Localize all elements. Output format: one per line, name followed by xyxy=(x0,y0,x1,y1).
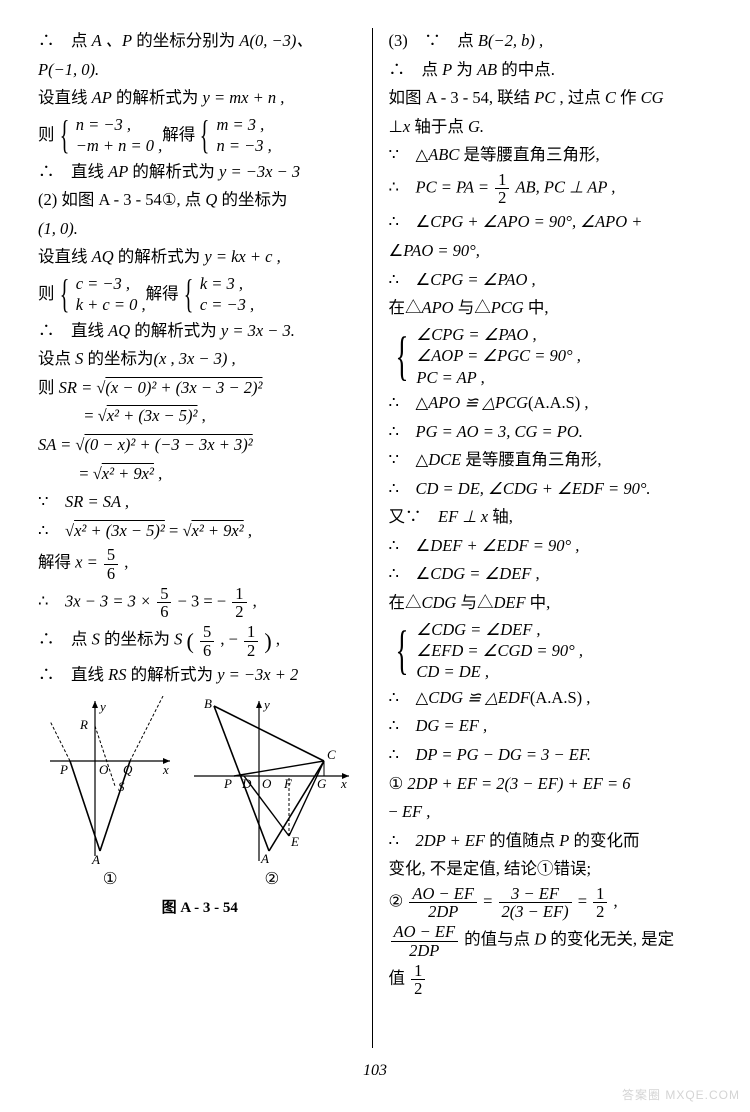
svg-text:P: P xyxy=(223,776,232,791)
text-line: ∴ 点 S 的坐标为 S ( 56 , − 12 ) , xyxy=(38,623,362,659)
text-line: ∴ 直线 AQ 的解析式为 y = 3x − 3. xyxy=(38,318,362,344)
text-line: 设直线 AQ 的解析式为 y = kx + c , xyxy=(38,244,362,270)
svg-text:O: O xyxy=(99,762,109,777)
svg-text:S: S xyxy=(118,779,125,794)
svg-text:A: A xyxy=(91,852,100,866)
figure-1: y x R O P Q S A ① xyxy=(45,696,175,892)
text-line: ∴ PG = AO = 3, CG = PO. xyxy=(389,419,713,445)
brace-system: { ∠CDG = ∠DEF , ∠EFD = ∠CGD = 90° , CD =… xyxy=(389,619,713,683)
text-line: = √x² + 9x² , xyxy=(38,461,362,487)
text-line: ① 2DP + EF = 2(3 − EF) + EF = 6 xyxy=(389,771,713,797)
svg-text:E: E xyxy=(290,834,299,849)
text-line: AO − EF2DP 的值与点 D 的变化无关, 是定 xyxy=(389,923,713,959)
svg-text:F: F xyxy=(283,776,293,791)
text-line: − EF , xyxy=(389,799,713,825)
svg-text:O: O xyxy=(262,776,272,791)
text-line: ∴ √x² + (3x − 5)² = √x² + 9x² , xyxy=(38,518,362,544)
diagram-svg-2: y x B P D O F G C A E xyxy=(189,696,354,866)
text-line: ∴ 点 A 、P 的坐标分别为 A(0, −3)、 xyxy=(38,28,362,54)
text-line: (1, 0). xyxy=(38,216,362,242)
text-line: ∠PAO = 90°, xyxy=(389,238,713,264)
text-line: ∴ △APO ≌ △PCG(A.A.S) , xyxy=(389,390,713,416)
svg-text:y: y xyxy=(98,699,106,714)
text-line: ∴ 3x − 3 = 3 × 56 − 3 = − 12 , xyxy=(38,585,362,621)
svg-text:x: x xyxy=(162,762,169,777)
text-line: ∴ ∠CPG + ∠APO = 90°, ∠APO + xyxy=(389,209,713,235)
text-line: ∴ 直线 AP 的解析式为 y = −3x − 3 xyxy=(38,159,362,185)
text-line: ⊥x 轴于点 G. xyxy=(389,114,713,140)
text-line: 又∵ EF ⊥ x 轴, xyxy=(389,504,713,530)
text-line: ∴ 直线 RS 的解析式为 y = −3x + 2 xyxy=(38,662,362,688)
text-line: ∴ ∠CDG = ∠DEF , xyxy=(389,561,713,587)
brace-system: 则 { n = −3 , −m + n = 0 , 解得 { m = 3 , n… xyxy=(38,114,362,157)
text-line: 在△CDG 与△DEF 中, xyxy=(389,590,713,616)
left-column: ∴ 点 A 、P 的坐标分别为 A(0, −3)、 P(−1, 0). 设直线 … xyxy=(28,28,373,1048)
svg-text:A: A xyxy=(260,851,269,866)
svg-text:G: G xyxy=(317,776,327,791)
svg-text:y: y xyxy=(262,697,270,712)
figure-2: y x B P D O F G C A E ② xyxy=(189,696,354,892)
figure-number: ① xyxy=(45,866,175,892)
text-line: 则 SR = √(x − 0)² + (3x − 3 − 2)² xyxy=(38,375,362,401)
text-line: ∴ DP = PG − DG = 3 − EF. xyxy=(389,742,713,768)
svg-text:C: C xyxy=(327,747,336,762)
watermark: 答案圈 MXQE.COM xyxy=(622,1088,740,1104)
text-line: (2) 如图 A - 3 - 54①, 点 Q 的坐标为 xyxy=(38,187,362,213)
text-line: ∴ 点 P 为 AB 的中点. xyxy=(389,57,713,83)
text-line: SA = √(0 − x)² + (−3 − 3x + 3)² xyxy=(38,432,362,458)
right-column: (3) ∵ 点 B(−2, b) , ∴ 点 P 为 AB 的中点. 如图 A … xyxy=(373,28,723,1048)
text-line: ∴ ∠DEF + ∠EDF = 90° , xyxy=(389,533,713,559)
figure-number: ② xyxy=(189,866,354,892)
text-line: ∴ PC = PA = 12 AB, PC ⊥ AP , xyxy=(389,171,713,207)
text-line: 设点 S 的坐标为(x , 3x − 3) , xyxy=(38,346,362,372)
text-line: 解得 x = 56 , xyxy=(38,546,362,582)
text-line: ∴ DG = EF , xyxy=(389,713,713,739)
text-line: 值 12 xyxy=(389,962,713,998)
svg-text:P: P xyxy=(59,762,68,777)
text-line: P(−1, 0). xyxy=(38,57,362,83)
page-number: 103 xyxy=(0,1059,750,1084)
text-line: ∵ △DCE 是等腰直角三角形, xyxy=(389,447,713,473)
text-line: 设直线 AP 的解析式为 y = mx + n , xyxy=(38,85,362,111)
svg-text:Q: Q xyxy=(123,762,133,777)
text-line: ② AO − EF2DP = 3 − EF2(3 − EF) = 12 , xyxy=(389,885,713,921)
text-line: 在△APO 与△PCG 中, xyxy=(389,295,713,321)
brace-system: 则 { c = −3 , k + c = 0 , 解得 { k = 3 , c … xyxy=(38,273,362,316)
figure-row: y x R O P Q S A ① xyxy=(38,696,362,892)
figure-caption: 图 A - 3 - 54 xyxy=(38,897,362,920)
text-line: ∴ ∠CPG = ∠PAO , xyxy=(389,267,713,293)
diagram-svg-1: y x R O P Q S A xyxy=(45,696,175,866)
text-line: ∵ SR = SA , xyxy=(38,489,362,515)
text-line: 变化, 不是定值, 结论①错误; xyxy=(389,856,713,882)
svg-text:B: B xyxy=(204,696,212,711)
text-line: ∴ CD = DE, ∠CDG + ∠EDF = 90°. xyxy=(389,476,713,502)
text-line: ∴ △CDG ≌ △EDF(A.A.S) , xyxy=(389,685,713,711)
text-line: (3) ∵ 点 B(−2, b) , xyxy=(389,28,713,54)
text-line: ∴ 2DP + EF 的值随点 P 的变化而 xyxy=(389,828,713,854)
text-line: ∵ △ABC 是等腰直角三角形, xyxy=(389,142,713,168)
text-line: 如图 A - 3 - 54, 联结 PC , 过点 C 作 CG xyxy=(389,85,713,111)
svg-text:D: D xyxy=(241,776,252,791)
page-container: ∴ 点 A 、P 的坐标分别为 A(0, −3)、 P(−1, 0). 设直线 … xyxy=(0,0,750,1058)
text-line: = √x² + (3x − 5)² , xyxy=(38,403,362,429)
brace-system: { ∠CPG = ∠PAO , ∠AOP = ∠PGC = 90° , PC =… xyxy=(389,324,713,388)
svg-text:R: R xyxy=(79,717,88,732)
svg-text:x: x xyxy=(340,776,347,791)
